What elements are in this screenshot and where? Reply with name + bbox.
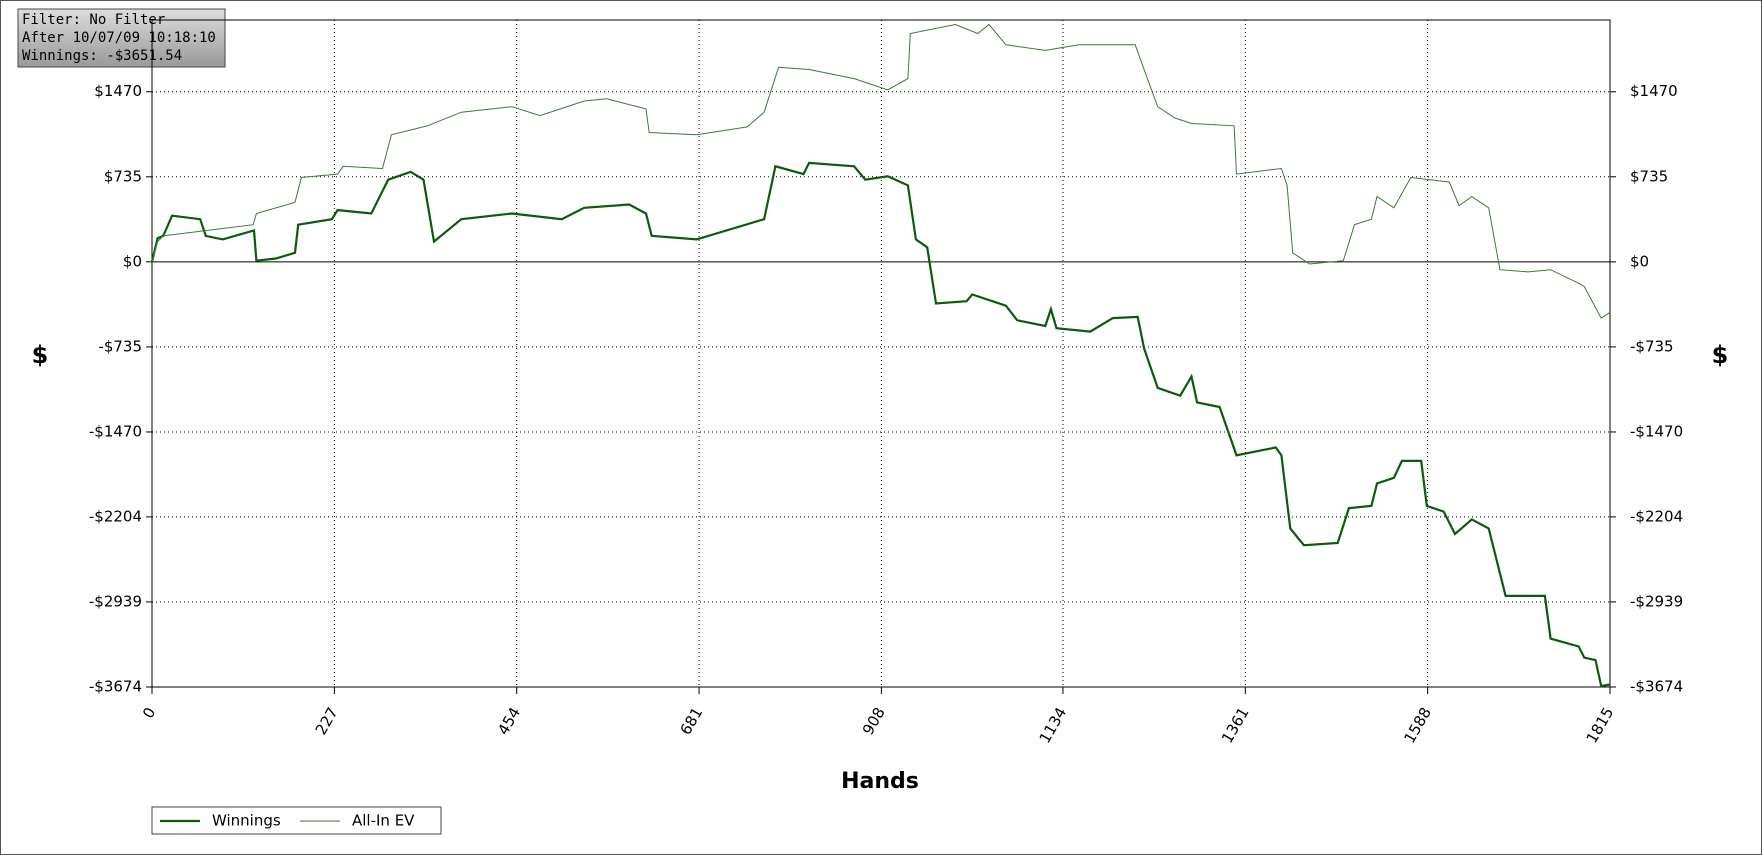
y-tick-label: -$2939 (89, 592, 142, 610)
info-box (17, 8, 226, 68)
y-axis-label: $ (32, 341, 49, 369)
x-axis-label: Hands (841, 769, 919, 794)
legend (151, 806, 442, 835)
legend-label: All-In EV (352, 812, 415, 830)
y2-tick-label: -$2204 (1630, 507, 1683, 525)
y-tick-label: $1470 (94, 82, 142, 100)
series-line (150, 161, 1611, 688)
y2-tick-label: -$1470 (1630, 422, 1683, 440)
y2-tick-label: $735 (1630, 167, 1668, 185)
y2-tick-label: -$2939 (1630, 592, 1683, 610)
y-tick-label: -$735 (98, 337, 142, 355)
y2-axis-label: $ (1712, 341, 1729, 369)
series-line (151, 23, 1611, 319)
y2-tick-label: -$3674 (1630, 678, 1683, 696)
y2-tick-label: $1470 (1630, 82, 1678, 100)
info-date: After 10/07/09 10:18:10 (22, 30, 216, 46)
y-tick-label: $0 (123, 252, 142, 270)
info-winnings: Winnings: -$3651.54 (22, 48, 182, 64)
y-tick-label: -$2204 (89, 507, 142, 525)
y-tick-label: $735 (104, 167, 142, 185)
y2-tick-label: -$735 (1630, 337, 1674, 355)
y-tick-label: -$1470 (89, 422, 142, 440)
info-filter: Filter: No Filter (22, 12, 165, 28)
y-tick-label: -$3674 (89, 678, 142, 696)
legend-label: Winnings (212, 812, 281, 830)
y2-tick-label: $0 (1630, 252, 1649, 270)
